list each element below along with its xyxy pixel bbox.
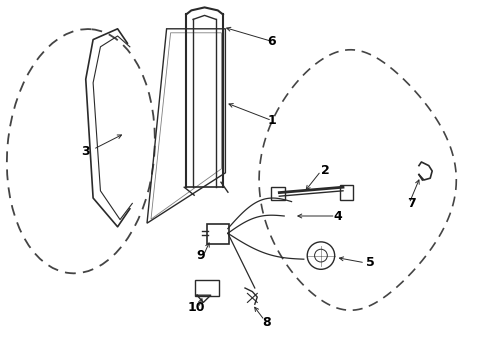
Text: 3: 3 <box>81 145 90 158</box>
Text: 4: 4 <box>334 210 343 222</box>
FancyBboxPatch shape <box>195 280 219 296</box>
Text: 7: 7 <box>407 197 416 210</box>
FancyBboxPatch shape <box>207 224 229 244</box>
Text: 9: 9 <box>196 249 205 262</box>
Text: 10: 10 <box>187 301 205 314</box>
Text: 5: 5 <box>366 256 374 269</box>
Text: 6: 6 <box>268 35 276 48</box>
FancyBboxPatch shape <box>271 187 285 200</box>
Text: 2: 2 <box>321 165 330 177</box>
Text: 8: 8 <box>263 316 271 329</box>
FancyBboxPatch shape <box>340 185 353 200</box>
Text: 1: 1 <box>268 114 276 127</box>
